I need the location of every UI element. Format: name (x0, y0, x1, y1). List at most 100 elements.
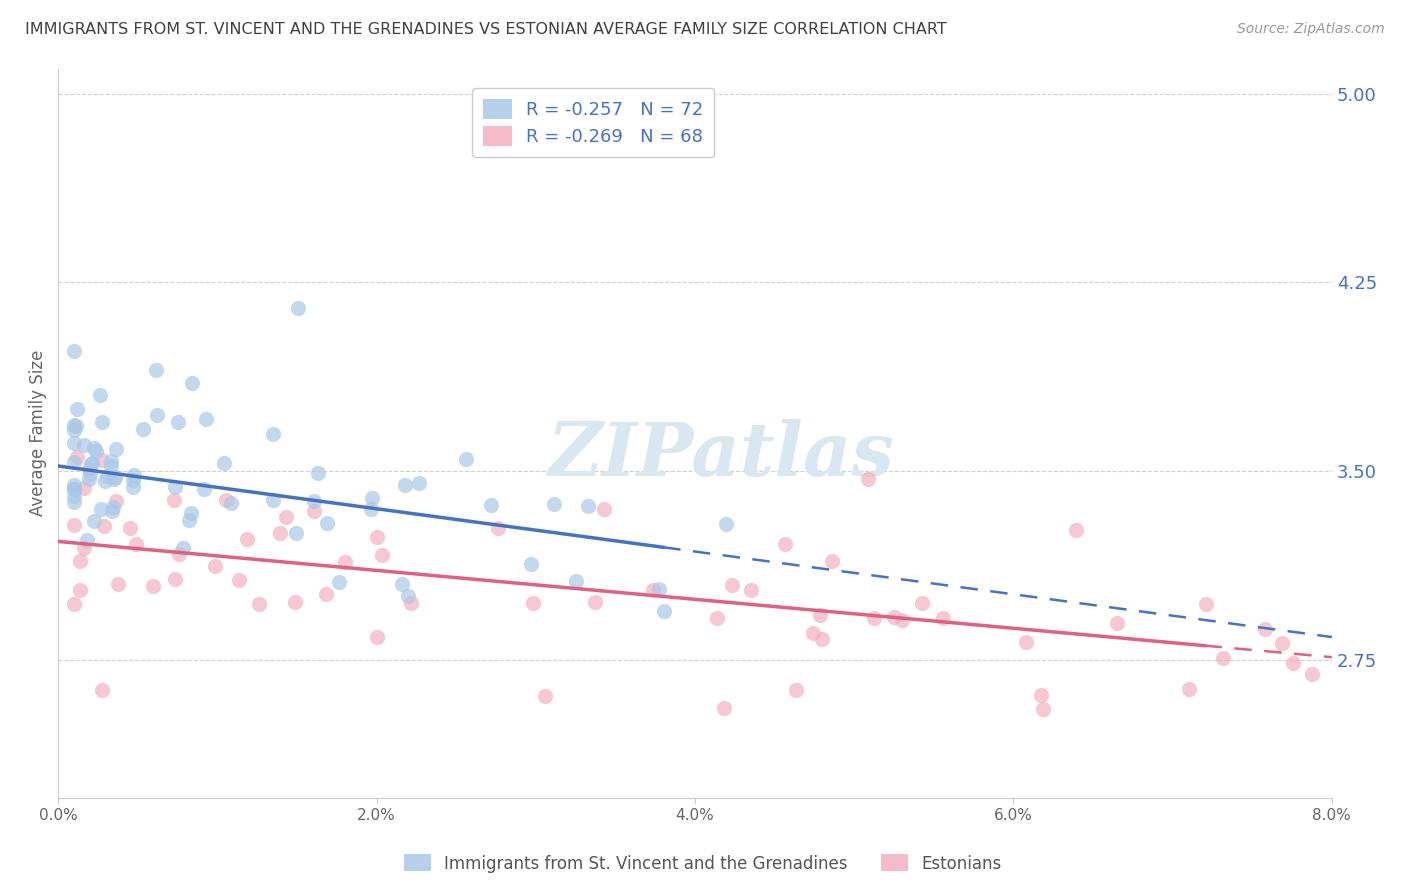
Point (479, 498, 502, 512)
Point (454, 452, 477, 467)
Point (165, 572, 187, 586)
Point (643, 583, 665, 598)
Point (219, 496, 242, 510)
Point (80, 456, 103, 470)
Point (360, 501, 382, 516)
Point (69, 582, 91, 597)
Point (122, 474, 145, 488)
Point (287, 301, 309, 315)
Point (63, 482, 86, 496)
Point (104, 442, 127, 457)
Point (361, 491, 384, 506)
Point (262, 427, 284, 442)
Point (195, 411, 218, 425)
Point (721, 577, 744, 591)
Point (576, 500, 599, 514)
Point (810, 632, 832, 646)
Point (63, 418, 86, 433)
Point (931, 611, 953, 625)
Point (534, 689, 557, 703)
Point (1212, 651, 1234, 665)
Point (652, 604, 675, 618)
Point (63, 495, 86, 509)
Point (91, 453, 114, 467)
Point (522, 596, 544, 610)
Point (1282, 656, 1305, 670)
Point (821, 554, 844, 568)
Point (396, 589, 419, 603)
Point (911, 596, 934, 610)
Point (69, 553, 91, 567)
Point (247, 598, 270, 612)
Point (66, 402, 89, 417)
Point (284, 595, 307, 609)
Point (142, 579, 165, 593)
Point (285, 526, 308, 541)
Point (125, 537, 148, 551)
Point (132, 422, 155, 436)
Point (83, 441, 105, 455)
Point (882, 610, 904, 624)
Point (307, 466, 329, 480)
Point (583, 595, 606, 609)
Point (79, 467, 101, 481)
Point (122, 467, 145, 482)
Point (394, 478, 416, 492)
Legend: R = -0.257   N = 72, R = -0.269   N = 68: R = -0.257 N = 72, R = -0.269 N = 68 (472, 88, 714, 157)
Point (565, 574, 588, 588)
Point (543, 497, 565, 511)
Point (63, 597, 86, 611)
Point (93, 518, 115, 533)
Point (333, 555, 356, 569)
Point (366, 630, 388, 644)
Point (1195, 597, 1218, 611)
Point (73, 438, 96, 452)
Y-axis label: Average Family Size: Average Family Size (30, 350, 46, 516)
Point (100, 458, 122, 473)
Point (73, 541, 96, 555)
Point (773, 537, 796, 551)
Point (80, 458, 103, 472)
Point (401, 596, 423, 610)
Point (83, 514, 105, 528)
Point (408, 476, 430, 491)
Point (785, 682, 807, 697)
Point (366, 530, 388, 544)
Point (371, 548, 394, 562)
Point (236, 532, 259, 546)
Point (856, 472, 879, 486)
Point (63, 436, 86, 450)
Point (1105, 616, 1128, 631)
Point (120, 521, 142, 535)
Point (63, 489, 86, 503)
Point (1029, 689, 1052, 703)
Point (204, 559, 226, 574)
Point (90, 502, 112, 516)
Point (1015, 635, 1038, 649)
Point (146, 409, 169, 423)
Point (63, 517, 86, 532)
Point (648, 582, 671, 596)
Point (302, 494, 325, 508)
Point (63, 478, 86, 492)
Point (84, 444, 107, 458)
Point (315, 516, 337, 530)
Point (1064, 523, 1087, 537)
Point (315, 587, 337, 601)
Point (179, 513, 201, 527)
Point (1301, 667, 1323, 681)
Point (90, 415, 112, 429)
Point (706, 611, 728, 625)
Point (1032, 702, 1054, 716)
Point (167, 415, 190, 429)
Point (740, 583, 762, 598)
Point (76, 533, 98, 548)
Point (328, 574, 350, 589)
Point (77, 462, 100, 476)
Point (863, 610, 886, 624)
Point (93, 474, 115, 488)
Point (228, 573, 250, 587)
Point (101, 504, 124, 518)
Point (181, 376, 204, 390)
Point (73, 481, 96, 495)
